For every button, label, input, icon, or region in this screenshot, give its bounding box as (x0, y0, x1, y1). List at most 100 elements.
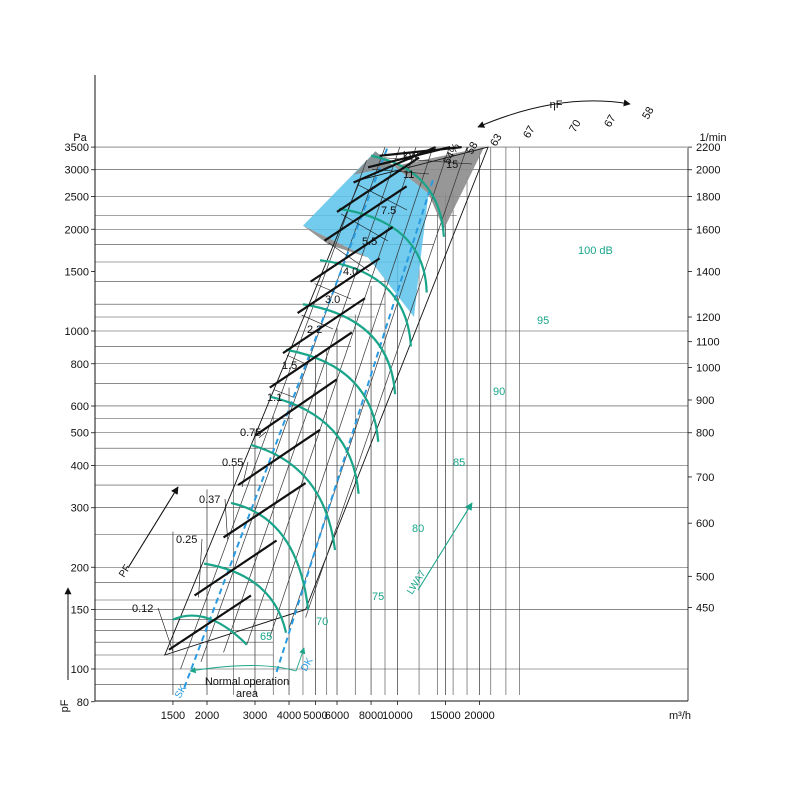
sound-level-label: 75 (372, 591, 384, 603)
power-label-0.12: 0.12 (132, 603, 153, 615)
y-tick-label: 500 (71, 428, 89, 440)
power-curve-3.0 (309, 226, 394, 283)
sound-curve (250, 443, 337, 551)
x-tick-label: 5000 (303, 710, 327, 722)
rpm-tick-label: 1100 (696, 337, 720, 349)
power-label-1.5: 1.5 (282, 360, 297, 372)
sound-curves-layer (172, 154, 445, 646)
power-label-2.2: 2.2 (307, 324, 322, 336)
power-label-0.25: 0.25 (176, 534, 197, 546)
y-tick-label: 100 (71, 664, 89, 676)
power-curve-0.75 (254, 378, 338, 437)
power-label-0.37: 0.37 (199, 494, 220, 506)
power-leader (258, 431, 267, 438)
pressure-axis-label: PF (117, 563, 133, 580)
rpm-tick-label: 700 (696, 472, 714, 484)
power-leader (372, 169, 430, 175)
power-leader (157, 607, 174, 652)
power-label-0.75: 0.75 (240, 427, 261, 439)
power-leader (328, 242, 370, 272)
efficiency-arrow (477, 99, 631, 128)
power-leader (314, 283, 352, 300)
efficiency-label: 67 (602, 113, 619, 130)
sound-curve (172, 614, 248, 646)
power-curve-4.0 (323, 185, 408, 242)
sound-level-label: 70 (316, 616, 328, 628)
rpm-tick-label: 2200 (696, 142, 720, 154)
y-tick-label: 150 (71, 604, 89, 616)
power-label-3.0: 3.0 (325, 294, 340, 306)
sound-curve (370, 154, 445, 237)
pressure-arrow (127, 486, 179, 569)
y-tick-label: 400 (71, 461, 89, 473)
rpm-tick-label: 1000 (696, 362, 720, 374)
rpm-tick-label: 800 (696, 428, 714, 440)
sound-curve (338, 207, 428, 293)
efficiency-label: 58 (464, 140, 481, 157)
y-tick-label: 1500 (65, 266, 89, 278)
x-tick-label: 3000 (243, 710, 267, 722)
power-label-4.0: 4.0 (343, 266, 358, 278)
y-axis-label: pF (59, 699, 71, 712)
sound-level-label: 100 dB (578, 245, 613, 257)
x-tick-label: 10000 (382, 710, 413, 722)
power-curve-0.25 (193, 539, 278, 597)
sound-curve (269, 395, 360, 494)
x-tick-label: 8000 (359, 710, 383, 722)
power-curve-15 (379, 146, 462, 157)
power-curve-0.55 (237, 428, 321, 487)
efficiency-label: 67 (521, 124, 538, 141)
efficiency-label: 63 (488, 132, 505, 149)
y-tick-label: 600 (71, 401, 89, 413)
grey-region-left (302, 225, 369, 258)
y-tick-label: 800 (71, 359, 89, 371)
power-leader (224, 498, 228, 540)
sound-curve (285, 348, 380, 442)
sound-level-label: 95 (537, 315, 549, 327)
power-leader (383, 157, 473, 165)
y-unit-label: Pa (73, 132, 87, 144)
sound-curve (203, 562, 288, 634)
normal-operation-label-1: Normal operation (205, 676, 289, 688)
y-tick-label: 2000 (65, 224, 89, 236)
rpm-tick-label: 1800 (696, 191, 720, 203)
y-tick-label: 3500 (65, 142, 89, 154)
normal-operation-label-2: area (236, 688, 259, 700)
rpm-tick-label: 500 (696, 571, 714, 583)
sk-line (183, 146, 389, 689)
power-leader (357, 184, 408, 211)
power-curve-0.37 (222, 482, 307, 539)
rpm-unit-label: 1/min (700, 132, 727, 144)
power-leader (198, 538, 203, 598)
axes-layer (64, 75, 692, 705)
power-curve-1.5 (282, 297, 366, 355)
sound-level-label: 65 (260, 631, 272, 643)
power-leader (301, 314, 334, 330)
sound-level-label: 85 (453, 457, 465, 469)
power-label-1.1: 1.1 (267, 392, 282, 404)
power-curve-5.5 (336, 156, 420, 213)
rpm-tick-label: 1200 (696, 312, 720, 324)
y-tick-label: 200 (71, 562, 89, 574)
sk-label: SK (173, 683, 189, 700)
power-label-11: 11 (403, 169, 414, 181)
power-label-5.5: 5.5 (362, 236, 377, 248)
power-unit-label: kW (403, 150, 420, 162)
y-tick-label: 300 (71, 503, 89, 515)
normal-op-pointer-left (189, 665, 297, 674)
sound-axis-label: LWA7 (405, 568, 428, 596)
power-curve-2.2 (296, 257, 381, 314)
normal-op-pointer-right (295, 647, 306, 672)
x-tick-label: 20000 (464, 710, 495, 722)
efficiency-ray (269, 146, 434, 638)
power-label-15: 15 (446, 159, 458, 171)
power-label-7.5: 7.5 (381, 205, 396, 217)
power-leader (273, 389, 294, 398)
y-tick-label: 3000 (65, 165, 89, 177)
grid-layer (95, 146, 688, 695)
dk-line (275, 179, 434, 673)
power-curves-layer (168, 146, 462, 651)
efficiency-ray (180, 160, 367, 670)
x-tick-label: 6000 (325, 710, 349, 722)
